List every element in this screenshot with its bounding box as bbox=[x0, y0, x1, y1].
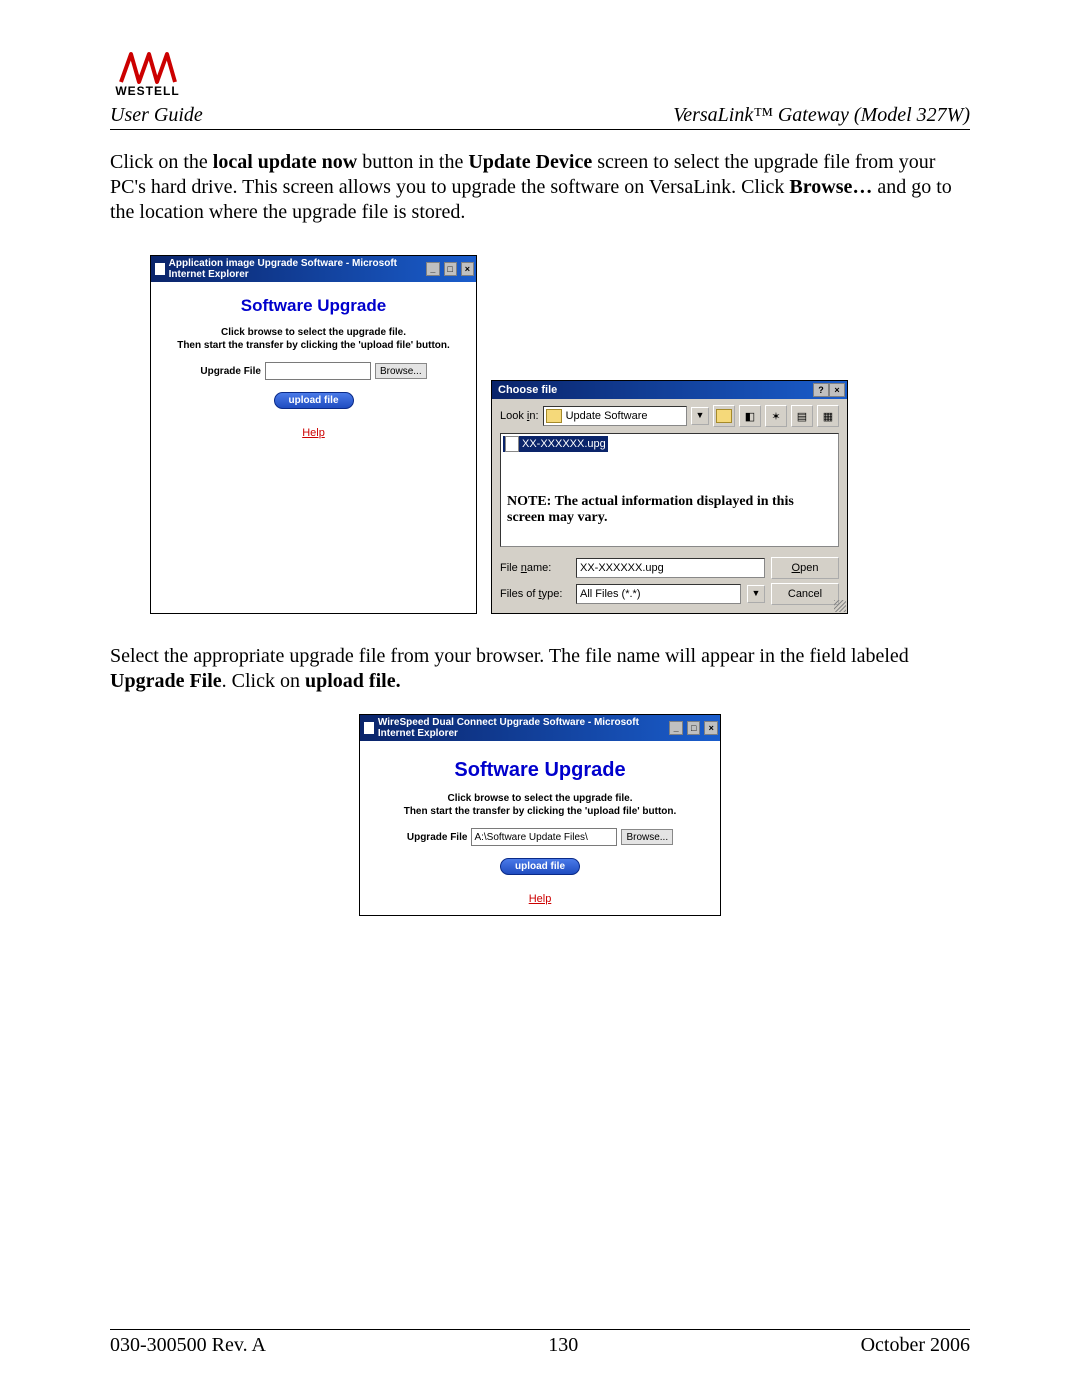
file-name-input[interactable]: XX-XXXXXX.upg bbox=[576, 558, 765, 578]
footer-divider bbox=[110, 1329, 970, 1330]
ie-title-2: WireSpeed Dual Connect Upgrade Software … bbox=[378, 717, 661, 739]
files-of-type-label: Files of type: bbox=[500, 588, 570, 600]
files-of-type-combo[interactable]: All Files (*.*) bbox=[576, 584, 741, 604]
upload-file-button[interactable]: upload file bbox=[500, 858, 580, 875]
selected-file-item[interactable]: XX-XXXXXX.upg bbox=[503, 436, 608, 452]
desktop-button[interactable]: ◧ bbox=[739, 405, 761, 427]
doc-number: 030-300500 Rev. A bbox=[110, 1334, 266, 1357]
help-button[interactable]: ? bbox=[813, 383, 829, 397]
minimize-button[interactable]: _ bbox=[669, 721, 683, 735]
close-button[interactable]: × bbox=[461, 262, 474, 276]
dropdown-arrow-icon[interactable]: ▼ bbox=[747, 585, 765, 603]
resize-grip-icon[interactable] bbox=[834, 600, 846, 612]
upgrade-instructions: Click browse to select the upgrade file.… bbox=[370, 792, 710, 818]
brand-logo: WESTELL bbox=[110, 50, 185, 98]
choose-file-dialog: Choose file ? × Look in: Update Software… bbox=[491, 380, 848, 614]
look-in-label: Look in: bbox=[500, 410, 539, 422]
open-button[interactable]: Open bbox=[771, 557, 839, 579]
page-footer: 030-300500 Rev. A 130 October 2006 bbox=[110, 1329, 970, 1357]
help-link[interactable]: Help bbox=[529, 893, 552, 905]
new-folder-button[interactable]: ✶ bbox=[765, 405, 787, 427]
paragraph-2: Select the appropriate upgrade file from… bbox=[110, 644, 970, 694]
product-name: VersaLink™ Gateway (Model 327W) bbox=[673, 104, 970, 127]
ie-title-1: Application image Upgrade Software - Mic… bbox=[169, 258, 419, 280]
browse-button[interactable]: Browse... bbox=[621, 829, 673, 845]
choose-file-titlebar: Choose file ? × bbox=[492, 381, 847, 399]
up-folder-button[interactable] bbox=[713, 405, 735, 427]
choose-file-title: Choose file bbox=[498, 384, 557, 396]
ie-titlebar-1: Application image Upgrade Software - Mic… bbox=[151, 256, 476, 282]
list-view-button[interactable]: ▤ bbox=[791, 405, 813, 427]
details-view-button[interactable]: ▦ bbox=[817, 405, 839, 427]
brand-name: WESTELL bbox=[115, 84, 179, 98]
westell-logo-icon bbox=[119, 50, 177, 84]
close-button[interactable]: × bbox=[704, 721, 718, 735]
file-name-label: File name: bbox=[500, 562, 570, 574]
header-divider bbox=[110, 129, 970, 130]
look-in-value: Update Software bbox=[566, 410, 648, 422]
upload-file-button[interactable]: upload file bbox=[274, 392, 354, 409]
help-link[interactable]: Help bbox=[302, 427, 325, 439]
note-text: NOTE: The actual information displayed i… bbox=[501, 494, 838, 526]
dropdown-arrow-icon[interactable]: ▼ bbox=[691, 407, 709, 425]
software-upgrade-heading: Software Upgrade bbox=[161, 296, 466, 316]
paragraph-1: Click on the local update now button in … bbox=[110, 150, 970, 225]
folder-up-icon bbox=[716, 409, 732, 423]
ie-window-2: WireSpeed Dual Connect Upgrade Software … bbox=[359, 714, 721, 916]
software-upgrade-heading: Software Upgrade bbox=[370, 759, 710, 782]
ie-icon bbox=[155, 263, 165, 275]
user-guide-label: User Guide bbox=[110, 104, 203, 127]
maximize-button[interactable]: □ bbox=[444, 262, 457, 276]
ie-window-1: Application image Upgrade Software - Mic… bbox=[150, 255, 477, 614]
file-icon bbox=[505, 436, 519, 452]
upgrade-file-label: Upgrade File bbox=[200, 366, 261, 377]
minimize-button[interactable]: _ bbox=[426, 262, 439, 276]
cancel-button[interactable]: Cancel bbox=[771, 583, 839, 605]
upgrade-file-input[interactable] bbox=[471, 828, 617, 846]
ie-icon bbox=[364, 722, 374, 734]
folder-icon bbox=[546, 409, 562, 423]
doc-date: October 2006 bbox=[861, 1334, 970, 1357]
ie-titlebar-2: WireSpeed Dual Connect Upgrade Software … bbox=[360, 715, 720, 741]
upgrade-file-input[interactable] bbox=[265, 362, 371, 380]
page-number: 130 bbox=[548, 1334, 578, 1357]
upgrade-instructions: Click browse to select the upgrade file.… bbox=[161, 326, 466, 352]
browse-button[interactable]: Browse... bbox=[375, 363, 427, 379]
file-listing[interactable]: XX-XXXXXX.upg NOTE: The actual informati… bbox=[500, 433, 839, 547]
maximize-button[interactable]: □ bbox=[687, 721, 701, 735]
close-button[interactable]: × bbox=[829, 383, 845, 397]
look-in-combo[interactable]: Update Software bbox=[543, 406, 687, 426]
upgrade-file-label: Upgrade File bbox=[407, 832, 468, 843]
